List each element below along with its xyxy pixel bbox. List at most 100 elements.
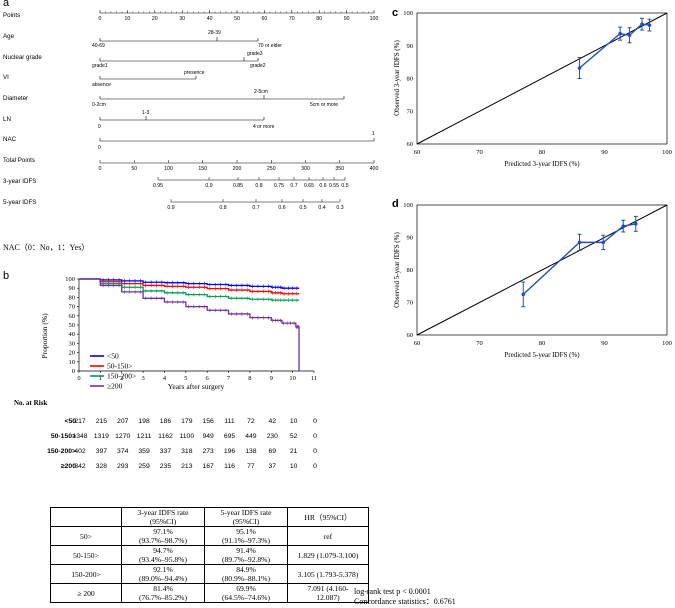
km-xtick: 11 xyxy=(311,375,317,382)
risk-cell: 1100 xyxy=(180,433,195,440)
calib-ytick: 60 xyxy=(407,332,414,339)
calib-point xyxy=(621,224,626,228)
idfs3-label: 0.5 xyxy=(341,183,348,189)
nomogram-label-total: Total Points xyxy=(3,157,35,164)
points-label: 30 xyxy=(179,16,185,22)
idfs3-label: 0.65 xyxy=(304,183,314,189)
diameter-2-5: 2-5cm xyxy=(254,89,268,95)
points-label: 50 xyxy=(234,16,240,22)
nomogram-label-3y: 3-year IDFS xyxy=(3,178,36,185)
nac-1: 1 xyxy=(372,131,375,137)
points-label: 100 xyxy=(370,16,379,22)
calib-ytick: 90 xyxy=(407,43,414,50)
total-label: 0 xyxy=(99,166,102,172)
summary-cell: 84.9% (80.9%–88.1%) xyxy=(204,564,288,584)
total-label: 250 xyxy=(267,166,276,172)
risk-cell: 342 xyxy=(74,463,86,470)
summary-cell: 95.1% (91.1%–97.3%) xyxy=(204,526,288,546)
summary-cell: 91.4% (89.7%–92.8%) xyxy=(204,545,288,565)
summary-cell: 50> xyxy=(50,526,122,546)
risk-row-label: <50 xyxy=(64,418,76,425)
points-label: 80 xyxy=(316,16,322,22)
risk-cell: 273 xyxy=(203,448,215,455)
panel-label-b: b xyxy=(3,270,9,282)
calib-point xyxy=(618,31,622,36)
risk-row-label: ≥200 xyxy=(61,463,76,470)
summary-row: 50-150> 94.7% (93.4%–95.8%) 91.4% (89.7%–9… xyxy=(50,545,369,565)
idfs3-label: 0.75 xyxy=(274,183,284,189)
idfs3-label: 0.8 xyxy=(255,183,262,189)
km-curves xyxy=(79,278,300,371)
calib-point xyxy=(627,33,632,38)
nomogram-label-vi: VI xyxy=(3,74,9,81)
calib-xtick: 60 xyxy=(414,340,421,347)
calib-reference-line xyxy=(416,204,668,336)
km-ytick: 40 xyxy=(69,331,76,338)
summary-cell: 69.9% (64.5%–74.6%) xyxy=(204,583,288,603)
calib-xtick: 100 xyxy=(662,149,672,156)
nomogram-label-5y: 5-year IDFS xyxy=(3,199,36,206)
risk-cell: 0 xyxy=(313,418,317,425)
calib-ytick: 70 xyxy=(407,108,414,115)
points-label: 60 xyxy=(262,16,268,22)
risk-cell: 69 xyxy=(268,448,276,455)
km-xtick: 2 xyxy=(120,375,123,382)
idfs3-label: 0.7 xyxy=(290,183,297,189)
total-label: 150 xyxy=(198,166,207,172)
idfs5-label: 0.5 xyxy=(299,205,306,211)
nomogram: a Points Age Nuclear grade VI Diameter L… xyxy=(3,0,379,211)
km-legend-label: ≥200 xyxy=(107,382,123,391)
summary-header-row: 3-year IDFS rate (95%CI) 5-year IDFS rat… xyxy=(50,507,369,527)
calib3-ylabel: Observed 3-year IDFS (%) xyxy=(393,40,401,116)
risk-cell: 1162 xyxy=(158,433,173,440)
km-xtick: 8 xyxy=(248,375,251,382)
calib-ytick: 70 xyxy=(407,300,414,307)
km-xtick: 0 xyxy=(77,375,80,382)
km-xlabel: Years after surgery xyxy=(168,382,225,391)
risk-cell: 37 xyxy=(268,463,276,470)
risk-cell: 138 xyxy=(245,448,257,455)
risk-cell: 72 xyxy=(247,418,255,425)
ln-4plus: 4 or more xyxy=(253,124,275,130)
risk-cell: 217 xyxy=(74,418,86,425)
km-ytick: 100 xyxy=(65,276,75,283)
age-scale xyxy=(99,37,259,42)
summary-cell: ≥ 200 xyxy=(50,583,122,603)
nomogram-label-ln: LN xyxy=(3,116,11,123)
summary-cell: 81.4% (76.7%–85.2%) xyxy=(121,583,205,603)
calib5-xlabel: Predicted 5-year IDFS (%) xyxy=(504,351,580,359)
summary-cell: 97.1% (93.7%–98.7%) xyxy=(121,526,205,546)
summary-cell: 50-150> xyxy=(50,545,122,565)
km-axes: 0 10 20 30 40 50 60 70 80 90 100 0 1 2 3 4 5 6 7 8 9 10 11 xyxy=(65,276,317,382)
km-legend-label: 150-200> xyxy=(107,372,136,381)
km-legend-label: 50-150> xyxy=(107,362,132,371)
total-label: 50 xyxy=(131,166,137,172)
points-label: 90 xyxy=(344,16,350,22)
calib-point xyxy=(633,222,638,226)
calib-point xyxy=(521,292,526,297)
km-ytick: 30 xyxy=(69,340,76,347)
calib-point xyxy=(640,22,644,26)
km-xtick: 4 xyxy=(163,375,167,382)
ln-1-3: 1-3 xyxy=(142,110,149,116)
risk-cell: 10 xyxy=(290,418,298,425)
calib-point xyxy=(647,23,652,27)
km-censor-marks-2 xyxy=(102,281,298,302)
km-ylabel: Proportion (%) xyxy=(40,313,49,359)
calib-xtick: 90 xyxy=(601,149,608,156)
risk-cell: 42 xyxy=(268,418,276,425)
idfs5-label: 0.9 xyxy=(167,205,174,211)
nomogram-row-labels: Points Age Nuclear grade VI Diameter LN … xyxy=(3,12,42,206)
idfs3-label: 0.55 xyxy=(329,183,339,189)
km-ytick: 10 xyxy=(69,359,76,366)
km-ytick: 90 xyxy=(69,285,76,292)
summary-header-0 xyxy=(50,507,122,527)
risk-row-label: 50-150> xyxy=(51,433,76,440)
calib-xtick: 80 xyxy=(539,149,546,156)
risk-cell: 318 xyxy=(181,448,193,455)
calib-ytick: 100 xyxy=(403,10,413,17)
risk-cell: 374 xyxy=(117,448,129,455)
